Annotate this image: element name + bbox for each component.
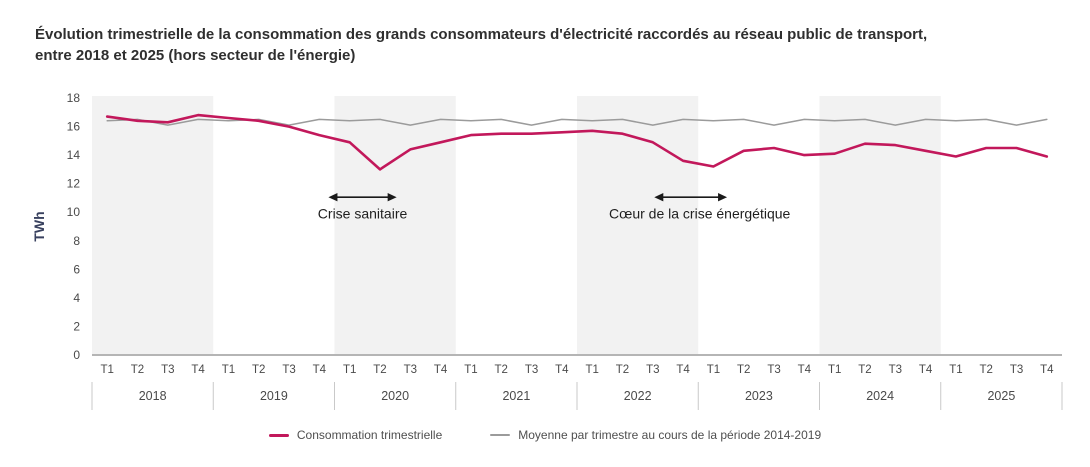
- svg-text:2019: 2019: [260, 389, 288, 403]
- svg-text:T4: T4: [313, 364, 327, 376]
- svg-text:T2: T2: [252, 364, 265, 376]
- svg-text:T1: T1: [100, 364, 113, 376]
- svg-text:2021: 2021: [502, 389, 530, 403]
- svg-text:T1: T1: [585, 364, 598, 376]
- svg-text:T3: T3: [646, 364, 659, 376]
- svg-text:T4: T4: [919, 364, 933, 376]
- svg-text:4: 4: [73, 291, 80, 305]
- svg-text:T3: T3: [282, 364, 295, 376]
- svg-text:T2: T2: [131, 364, 144, 376]
- svg-text:T2: T2: [495, 364, 508, 376]
- svg-text:2022: 2022: [624, 389, 652, 403]
- legend-label-consumption: Consommation trimestrielle: [296, 428, 443, 442]
- chart-title-line2: entre 2018 et 2025 (hors secteur de l'én…: [35, 47, 356, 64]
- svg-text:2025: 2025: [987, 389, 1015, 403]
- svg-text:T2: T2: [858, 364, 871, 376]
- legend-label-average: Moyenne par trimestre au cours de la pér…: [518, 428, 822, 442]
- legend-item-consumption: Consommation trimestrielle: [268, 428, 443, 442]
- svg-text:T1: T1: [343, 364, 356, 376]
- svg-text:T4: T4: [798, 364, 812, 376]
- svg-text:T2: T2: [373, 364, 386, 376]
- svg-text:T1: T1: [464, 364, 477, 376]
- svg-text:T3: T3: [404, 364, 417, 376]
- svg-text:18: 18: [67, 91, 81, 105]
- legend-item-average: Moyenne par trimestre au cours de la pér…: [490, 428, 821, 442]
- svg-text:T1: T1: [828, 364, 841, 376]
- svg-text:2: 2: [73, 319, 80, 333]
- svg-text:T3: T3: [525, 364, 538, 376]
- svg-text:Cœur de la crise énergétique: Cœur de la crise énergétique: [609, 206, 791, 222]
- svg-text:T4: T4: [676, 364, 690, 376]
- svg-text:T3: T3: [1010, 364, 1023, 376]
- svg-text:TWh: TWh: [31, 211, 47, 241]
- svg-text:16: 16: [67, 120, 81, 134]
- chart-title: Évolution trimestrielle de la consommati…: [0, 0, 1090, 66]
- svg-text:T4: T4: [434, 364, 448, 376]
- svg-text:2018: 2018: [139, 389, 167, 403]
- svg-text:Crise sanitaire: Crise sanitaire: [318, 206, 408, 222]
- legend-swatch-average: [490, 434, 511, 436]
- svg-text:12: 12: [67, 177, 81, 191]
- chart-canvas: 0 2 4 6 8 10 12 14 16 18 TWh Crise sanitaire Cœur de…: [31, 91, 1063, 410]
- svg-text:2024: 2024: [866, 389, 894, 403]
- svg-text:T2: T2: [737, 364, 750, 376]
- svg-text:T3: T3: [161, 364, 174, 376]
- svg-text:2020: 2020: [381, 389, 409, 403]
- svg-text:T4: T4: [555, 364, 569, 376]
- svg-text:T4: T4: [1040, 364, 1054, 376]
- legend-swatch-consumption: [268, 433, 289, 437]
- svg-text:T2: T2: [616, 364, 629, 376]
- svg-text:T3: T3: [767, 364, 780, 376]
- svg-text:8: 8: [73, 234, 80, 248]
- svg-text:14: 14: [67, 148, 81, 162]
- svg-text:T1: T1: [222, 364, 235, 376]
- svg-text:T2: T2: [980, 364, 993, 376]
- svg-text:2023: 2023: [745, 389, 773, 403]
- svg-text:T4: T4: [191, 364, 205, 376]
- svg-text:T3: T3: [889, 364, 902, 376]
- chart-legend: Consommation trimestrielle Moyenne par t…: [0, 428, 1090, 442]
- svg-text:T1: T1: [949, 364, 962, 376]
- svg-text:10: 10: [67, 205, 81, 219]
- chart-title-line1: Évolution trimestrielle de la consommati…: [35, 26, 928, 43]
- svg-text:6: 6: [73, 262, 80, 276]
- svg-text:T1: T1: [707, 364, 720, 376]
- svg-text:0: 0: [73, 348, 80, 362]
